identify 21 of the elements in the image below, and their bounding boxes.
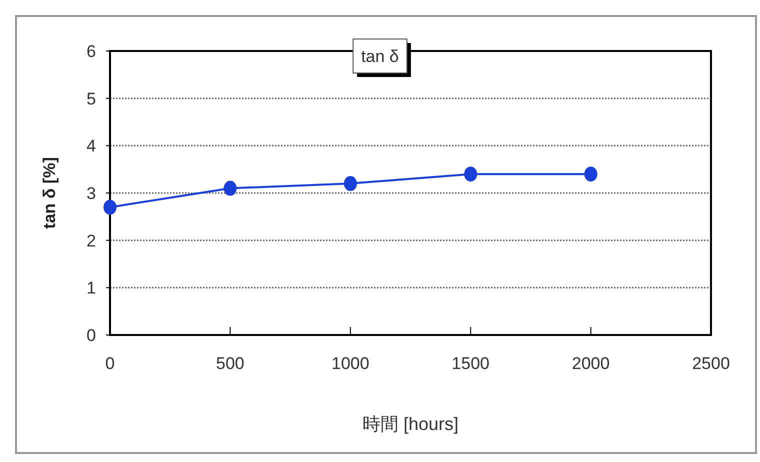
x-tick-label: 2000: [572, 354, 610, 373]
point: [224, 180, 237, 196]
x-tick-label: 0: [105, 354, 115, 373]
y-axis-title: tan δ [%]: [40, 157, 59, 229]
y-tick-label: 3: [86, 184, 96, 203]
y-tick-label: 0: [86, 326, 96, 345]
x-axis-title: 時間 [hours]: [362, 414, 459, 434]
chart-title: tan δ: [361, 47, 399, 66]
y-tick-label: 4: [86, 136, 96, 156]
point: [104, 200, 116, 215]
x-tick-label: 1500: [452, 354, 490, 373]
point: [344, 176, 357, 192]
point: [464, 166, 478, 182]
x-tick-label: 2500: [692, 354, 730, 373]
x-tick-label: 1000: [331, 354, 370, 373]
x-tick-label: 500: [216, 354, 244, 373]
y-tick-label: 5: [86, 89, 96, 108]
y-tick-label: 2: [86, 231, 96, 250]
point: [584, 166, 598, 182]
y-tick-label: 1: [86, 278, 96, 298]
y-tick-label: 6: [86, 42, 96, 61]
